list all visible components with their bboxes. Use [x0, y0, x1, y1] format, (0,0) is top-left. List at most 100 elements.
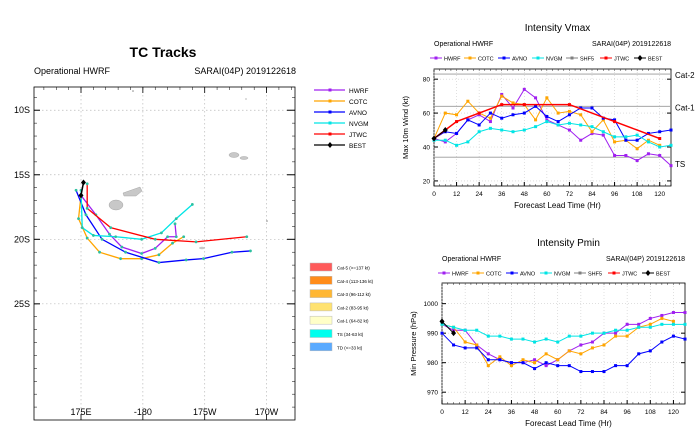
series-line [441, 332, 686, 373]
track-point [80, 226, 84, 230]
track-point [140, 252, 144, 255]
track-point [230, 250, 234, 254]
category-label: TD (<=33 kt) [337, 345, 363, 350]
data-point [648, 316, 652, 320]
data-point [579, 123, 583, 127]
data-point [648, 325, 652, 329]
data-point [468, 56, 472, 60]
series-best [431, 127, 448, 142]
data-point [669, 164, 673, 168]
track-point [249, 249, 252, 253]
track-point [160, 231, 163, 235]
x-tick-label: 175E [70, 407, 91, 417]
map-background [34, 87, 295, 420]
data-point [533, 367, 537, 371]
x-tick-label: 120 [668, 409, 679, 416]
data-point [637, 352, 641, 356]
data-point [613, 135, 617, 139]
y-tick-label: 10S [14, 105, 30, 115]
legend-label: AVNO [512, 57, 528, 63]
data-point [683, 311, 687, 315]
data-point [614, 364, 618, 368]
data-point [475, 346, 479, 350]
data-point [612, 271, 616, 275]
y-tick-label: 1000 [424, 301, 439, 308]
x-tick-label: 96 [624, 409, 632, 416]
data-point [614, 331, 618, 335]
data-point [579, 113, 583, 117]
data-point [500, 128, 504, 132]
data-point [658, 137, 662, 141]
data-point [602, 370, 606, 374]
data-point [635, 138, 639, 142]
track-point [91, 234, 95, 237]
chart-subtitle-right: SARAI(04P) 2019122618 [194, 66, 296, 76]
data-point [463, 346, 467, 350]
legend-label: AVNO [349, 110, 367, 117]
track-point [157, 253, 161, 257]
track-point [166, 235, 169, 239]
category-swatch [309, 262, 333, 272]
data-point [544, 352, 548, 356]
data-point [660, 313, 664, 317]
data-point [646, 140, 650, 144]
reference-label: Cat-2 [675, 71, 695, 80]
best-marker [637, 55, 643, 61]
series-nvgm [432, 120, 673, 149]
best-marker [78, 192, 84, 199]
y-tick-label: 40 [423, 145, 431, 152]
series-line [433, 105, 672, 141]
y-tick-label: 80 [423, 77, 431, 84]
data-point [601, 133, 605, 137]
data-point [614, 334, 618, 338]
data-point [658, 145, 662, 149]
series-line [441, 321, 454, 334]
data-point [511, 106, 515, 110]
data-point [509, 361, 513, 365]
data-point [658, 130, 662, 134]
x-tick-label: 60 [554, 409, 562, 416]
x-tick-label: 120 [654, 191, 665, 198]
track-jtwc [85, 182, 249, 244]
data-point [442, 271, 446, 275]
data-point [613, 140, 617, 144]
data-point [567, 113, 571, 117]
track-avno [74, 188, 252, 264]
data-point [567, 128, 571, 132]
data-point [434, 56, 438, 60]
chart-title: TC Tracks [130, 44, 197, 60]
data-point [488, 126, 492, 130]
y-tick-label: 20S [14, 234, 30, 244]
data-point [522, 87, 526, 91]
series-best [439, 318, 457, 337]
data-point [590, 130, 594, 134]
data-point [646, 138, 650, 142]
data-point [328, 121, 332, 125]
data-point [533, 358, 537, 362]
x-tick-label: 12 [462, 409, 470, 416]
data-point [486, 364, 490, 368]
track-best [78, 179, 86, 199]
track-point [85, 206, 89, 210]
data-point [522, 103, 526, 107]
x-tick-label: 108 [632, 191, 643, 198]
data-point [669, 143, 673, 147]
data-point [567, 109, 571, 113]
y-tick-label: 990 [427, 331, 438, 338]
data-point [567, 334, 571, 338]
chart-subtitle-left: Operational HWRF [442, 256, 501, 263]
data-point [498, 334, 502, 338]
chart-subtitle-right: SARAI(04P) 2019122618 [592, 41, 671, 48]
data-point [521, 361, 525, 365]
track-point [245, 235, 249, 239]
data-point [534, 104, 538, 108]
track-point [100, 237, 104, 241]
data-point [658, 153, 662, 157]
data-point [328, 132, 332, 136]
plot-frame [441, 282, 686, 405]
x-tick-label: 96 [611, 191, 619, 198]
data-point [511, 113, 515, 117]
x-tick-label: 24 [485, 409, 493, 416]
plot-frame [433, 68, 672, 187]
